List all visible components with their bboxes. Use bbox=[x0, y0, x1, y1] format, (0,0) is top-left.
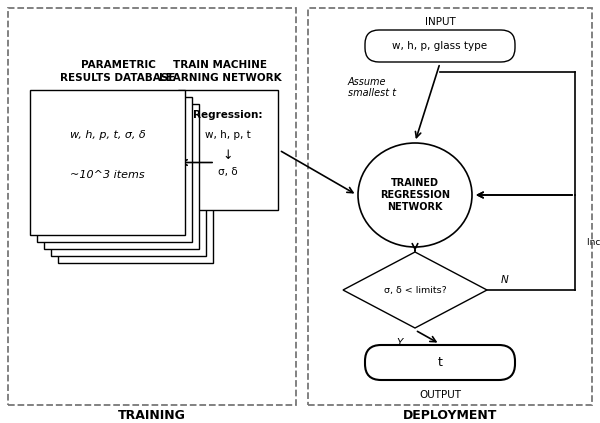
Ellipse shape bbox=[358, 143, 472, 247]
Text: w, h, p, t: w, h, p, t bbox=[205, 130, 251, 140]
Text: N: N bbox=[501, 275, 509, 285]
Bar bbox=[8, 8, 296, 405]
Text: DEPLOYMENT: DEPLOYMENT bbox=[403, 409, 497, 421]
Text: TRAINING: TRAINING bbox=[118, 409, 186, 421]
FancyBboxPatch shape bbox=[365, 30, 515, 62]
Text: TRAIN MACHINE: TRAIN MACHINE bbox=[173, 60, 267, 70]
Text: w, h, p, glass type: w, h, p, glass type bbox=[392, 41, 488, 51]
Text: Increment t: Increment t bbox=[587, 238, 600, 247]
Bar bbox=[58, 118, 213, 263]
Text: σ, δ: σ, δ bbox=[218, 167, 238, 177]
Text: ↓: ↓ bbox=[223, 148, 233, 162]
Bar bbox=[44, 104, 199, 249]
Bar bbox=[178, 90, 278, 210]
Bar bbox=[30, 90, 185, 235]
Text: smallest t: smallest t bbox=[348, 88, 396, 98]
Text: w, h, p, t, σ, δ: w, h, p, t, σ, δ bbox=[70, 130, 145, 140]
Bar bbox=[37, 97, 192, 242]
Polygon shape bbox=[343, 252, 487, 328]
Bar bbox=[308, 8, 592, 405]
Text: LEARNING NETWORK: LEARNING NETWORK bbox=[158, 73, 281, 83]
Text: t: t bbox=[437, 356, 442, 369]
Text: Regression:: Regression: bbox=[193, 110, 263, 120]
Text: Y: Y bbox=[397, 338, 403, 348]
Text: σ, δ < limits?: σ, δ < limits? bbox=[383, 286, 446, 294]
Bar bbox=[51, 111, 206, 256]
Text: RESULTS DATABASE: RESULTS DATABASE bbox=[61, 73, 176, 83]
Text: Assume: Assume bbox=[348, 77, 386, 87]
Text: NETWORK: NETWORK bbox=[387, 202, 443, 212]
Text: REGRESSION: REGRESSION bbox=[380, 190, 450, 200]
Text: TRAINED: TRAINED bbox=[391, 178, 439, 188]
Text: INPUT: INPUT bbox=[425, 17, 455, 27]
FancyBboxPatch shape bbox=[365, 345, 515, 380]
Text: PARAMETRIC: PARAMETRIC bbox=[80, 60, 155, 70]
Text: ~10^3 items: ~10^3 items bbox=[70, 170, 145, 180]
Text: OUTPUT: OUTPUT bbox=[419, 390, 461, 400]
